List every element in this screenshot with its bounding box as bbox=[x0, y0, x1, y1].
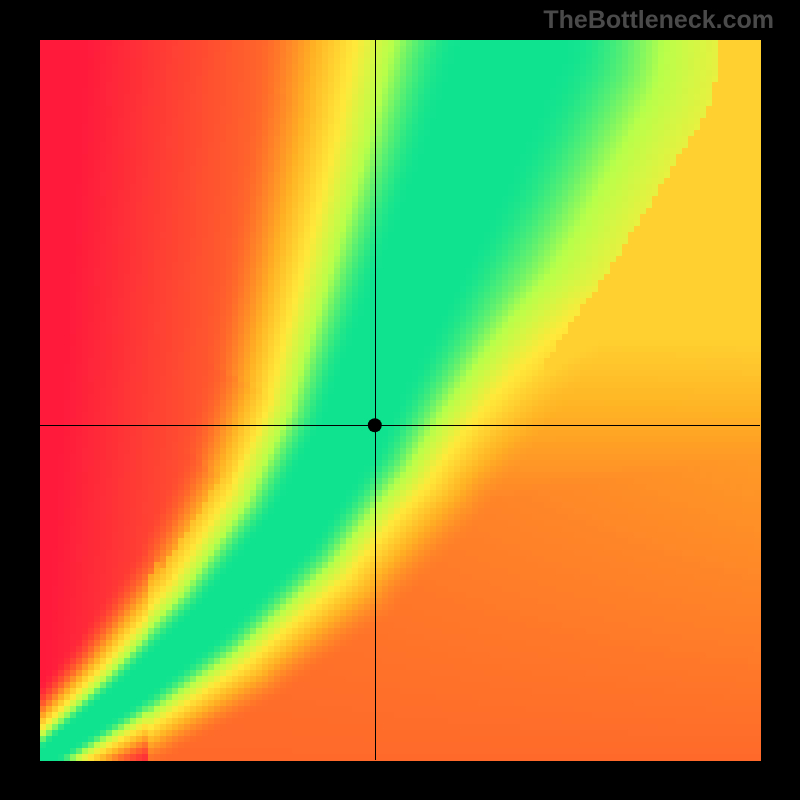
heatmap-canvas bbox=[0, 0, 800, 800]
chart-root: TheBottleneck.com bbox=[0, 0, 800, 800]
watermark-text: TheBottleneck.com bbox=[543, 6, 774, 35]
